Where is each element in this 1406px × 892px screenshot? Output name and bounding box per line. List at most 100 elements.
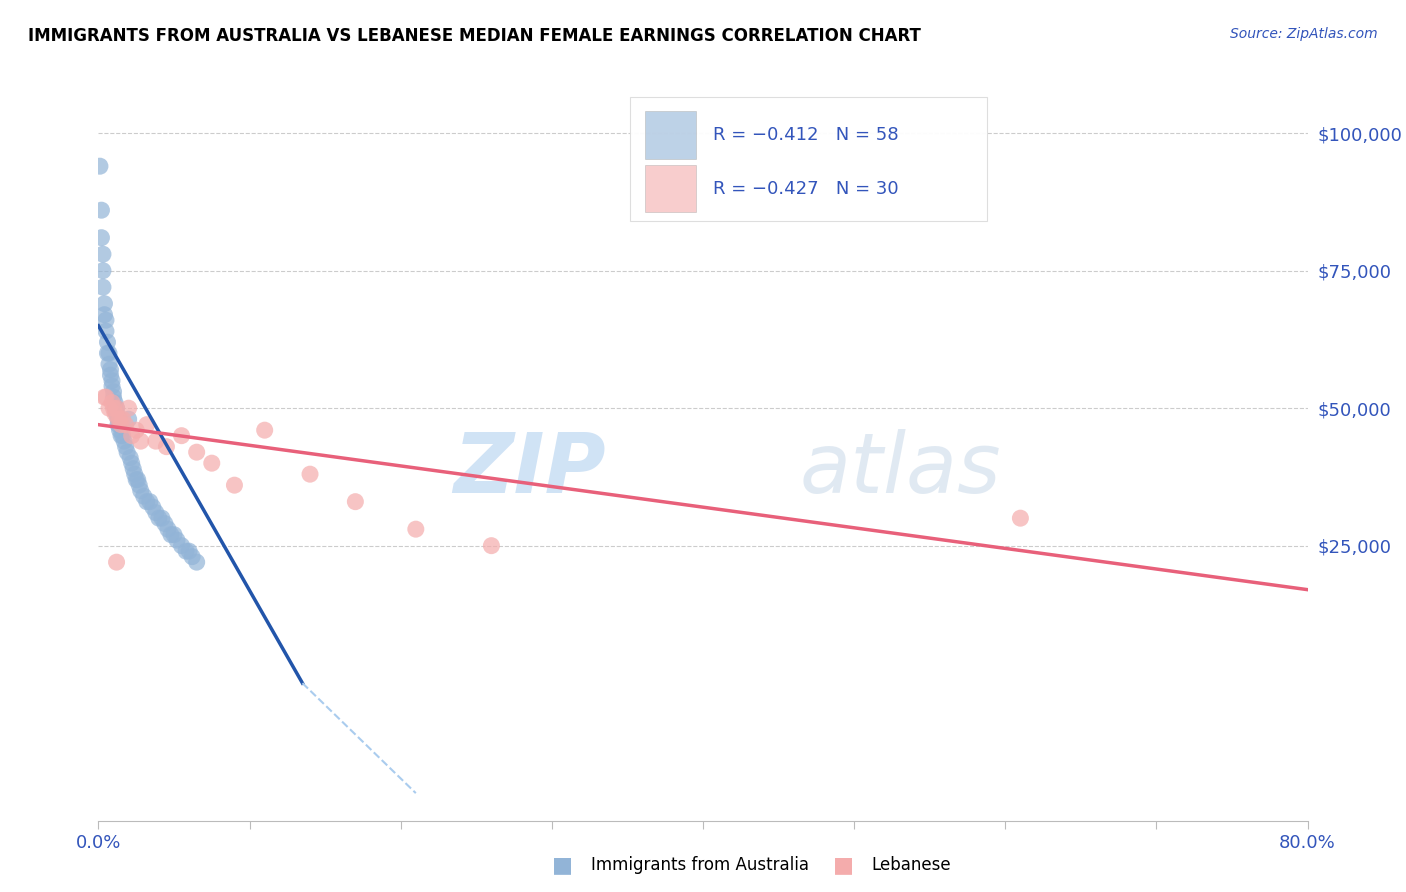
Point — [129, 483, 152, 498]
Point — [115, 445, 138, 459]
Point — [148, 511, 170, 525]
Point — [108, 423, 131, 437]
Point — [107, 412, 129, 426]
Point — [118, 401, 141, 416]
Point — [481, 539, 503, 553]
Point — [405, 522, 427, 536]
Text: ZIP: ZIP — [454, 429, 606, 510]
Point — [128, 478, 150, 492]
Point — [160, 527, 183, 541]
Point — [107, 417, 129, 432]
Point — [1010, 511, 1032, 525]
Point — [94, 313, 117, 327]
Point — [181, 549, 204, 564]
Point — [253, 423, 276, 437]
Text: atlas: atlas — [800, 429, 1001, 510]
Point — [111, 428, 134, 442]
Point — [179, 544, 201, 558]
Point — [135, 494, 157, 508]
Point — [93, 390, 115, 404]
Point — [166, 533, 188, 548]
Point — [93, 296, 115, 310]
Point — [104, 395, 127, 409]
Point — [105, 555, 128, 569]
Point — [121, 428, 143, 442]
Point — [94, 390, 117, 404]
Point — [124, 467, 146, 482]
Point — [103, 401, 125, 416]
Point — [170, 539, 193, 553]
Point — [186, 445, 208, 459]
Point — [114, 440, 136, 454]
Point — [118, 412, 141, 426]
Text: R = −0.412   N = 58: R = −0.412 N = 58 — [713, 126, 898, 144]
Point — [101, 374, 124, 388]
Point — [142, 500, 165, 515]
Text: R = −0.427   N = 30: R = −0.427 N = 30 — [713, 179, 898, 198]
Point — [98, 357, 121, 371]
Point — [125, 423, 148, 437]
Point — [132, 489, 155, 503]
Point — [91, 263, 114, 277]
Point — [104, 407, 127, 421]
Point — [112, 434, 135, 449]
Point — [91, 247, 114, 261]
Point — [156, 522, 179, 536]
Text: ■: ■ — [834, 855, 853, 875]
Point — [170, 428, 193, 442]
Point — [94, 324, 117, 338]
Text: ■: ■ — [553, 855, 572, 875]
Text: IMMIGRANTS FROM AUSTRALIA VS LEBANESE MEDIAN FEMALE EARNINGS CORRELATION CHART: IMMIGRANTS FROM AUSTRALIA VS LEBANESE ME… — [28, 27, 921, 45]
Point — [135, 417, 157, 432]
Point — [90, 230, 112, 244]
Point — [104, 401, 127, 416]
Point — [122, 461, 145, 475]
Point — [145, 434, 167, 449]
FancyBboxPatch shape — [645, 112, 696, 159]
Point — [139, 494, 162, 508]
Point — [121, 456, 143, 470]
Point — [103, 390, 125, 404]
Point — [163, 527, 186, 541]
Point — [93, 308, 115, 322]
Point — [105, 401, 128, 416]
Point — [108, 412, 131, 426]
Point — [125, 473, 148, 487]
FancyBboxPatch shape — [630, 96, 987, 221]
Point — [224, 478, 246, 492]
Point — [201, 456, 224, 470]
Point — [98, 401, 121, 416]
Point — [101, 395, 124, 409]
Point — [129, 434, 152, 449]
Point — [89, 159, 111, 173]
Point — [155, 440, 177, 454]
Text: Immigrants from Australia: Immigrants from Australia — [591, 856, 808, 874]
Point — [127, 473, 149, 487]
Point — [101, 379, 124, 393]
Point — [98, 346, 121, 360]
Point — [105, 407, 128, 421]
Point — [153, 516, 176, 531]
Point — [105, 401, 128, 416]
Point — [100, 368, 122, 383]
Point — [103, 384, 125, 399]
Point — [96, 335, 118, 350]
Point — [186, 555, 208, 569]
Point — [90, 203, 112, 218]
Point — [107, 412, 129, 426]
Point — [91, 280, 114, 294]
Point — [145, 506, 167, 520]
Point — [299, 467, 322, 482]
Point — [110, 428, 132, 442]
Point — [100, 362, 122, 376]
Point — [120, 450, 142, 465]
Point — [110, 417, 132, 432]
Text: Lebanese: Lebanese — [872, 856, 952, 874]
Point — [111, 412, 134, 426]
Point — [96, 346, 118, 360]
Text: Source: ZipAtlas.com: Source: ZipAtlas.com — [1230, 27, 1378, 41]
FancyBboxPatch shape — [645, 164, 696, 212]
Point — [174, 544, 197, 558]
Point — [150, 511, 173, 525]
Point — [344, 494, 367, 508]
